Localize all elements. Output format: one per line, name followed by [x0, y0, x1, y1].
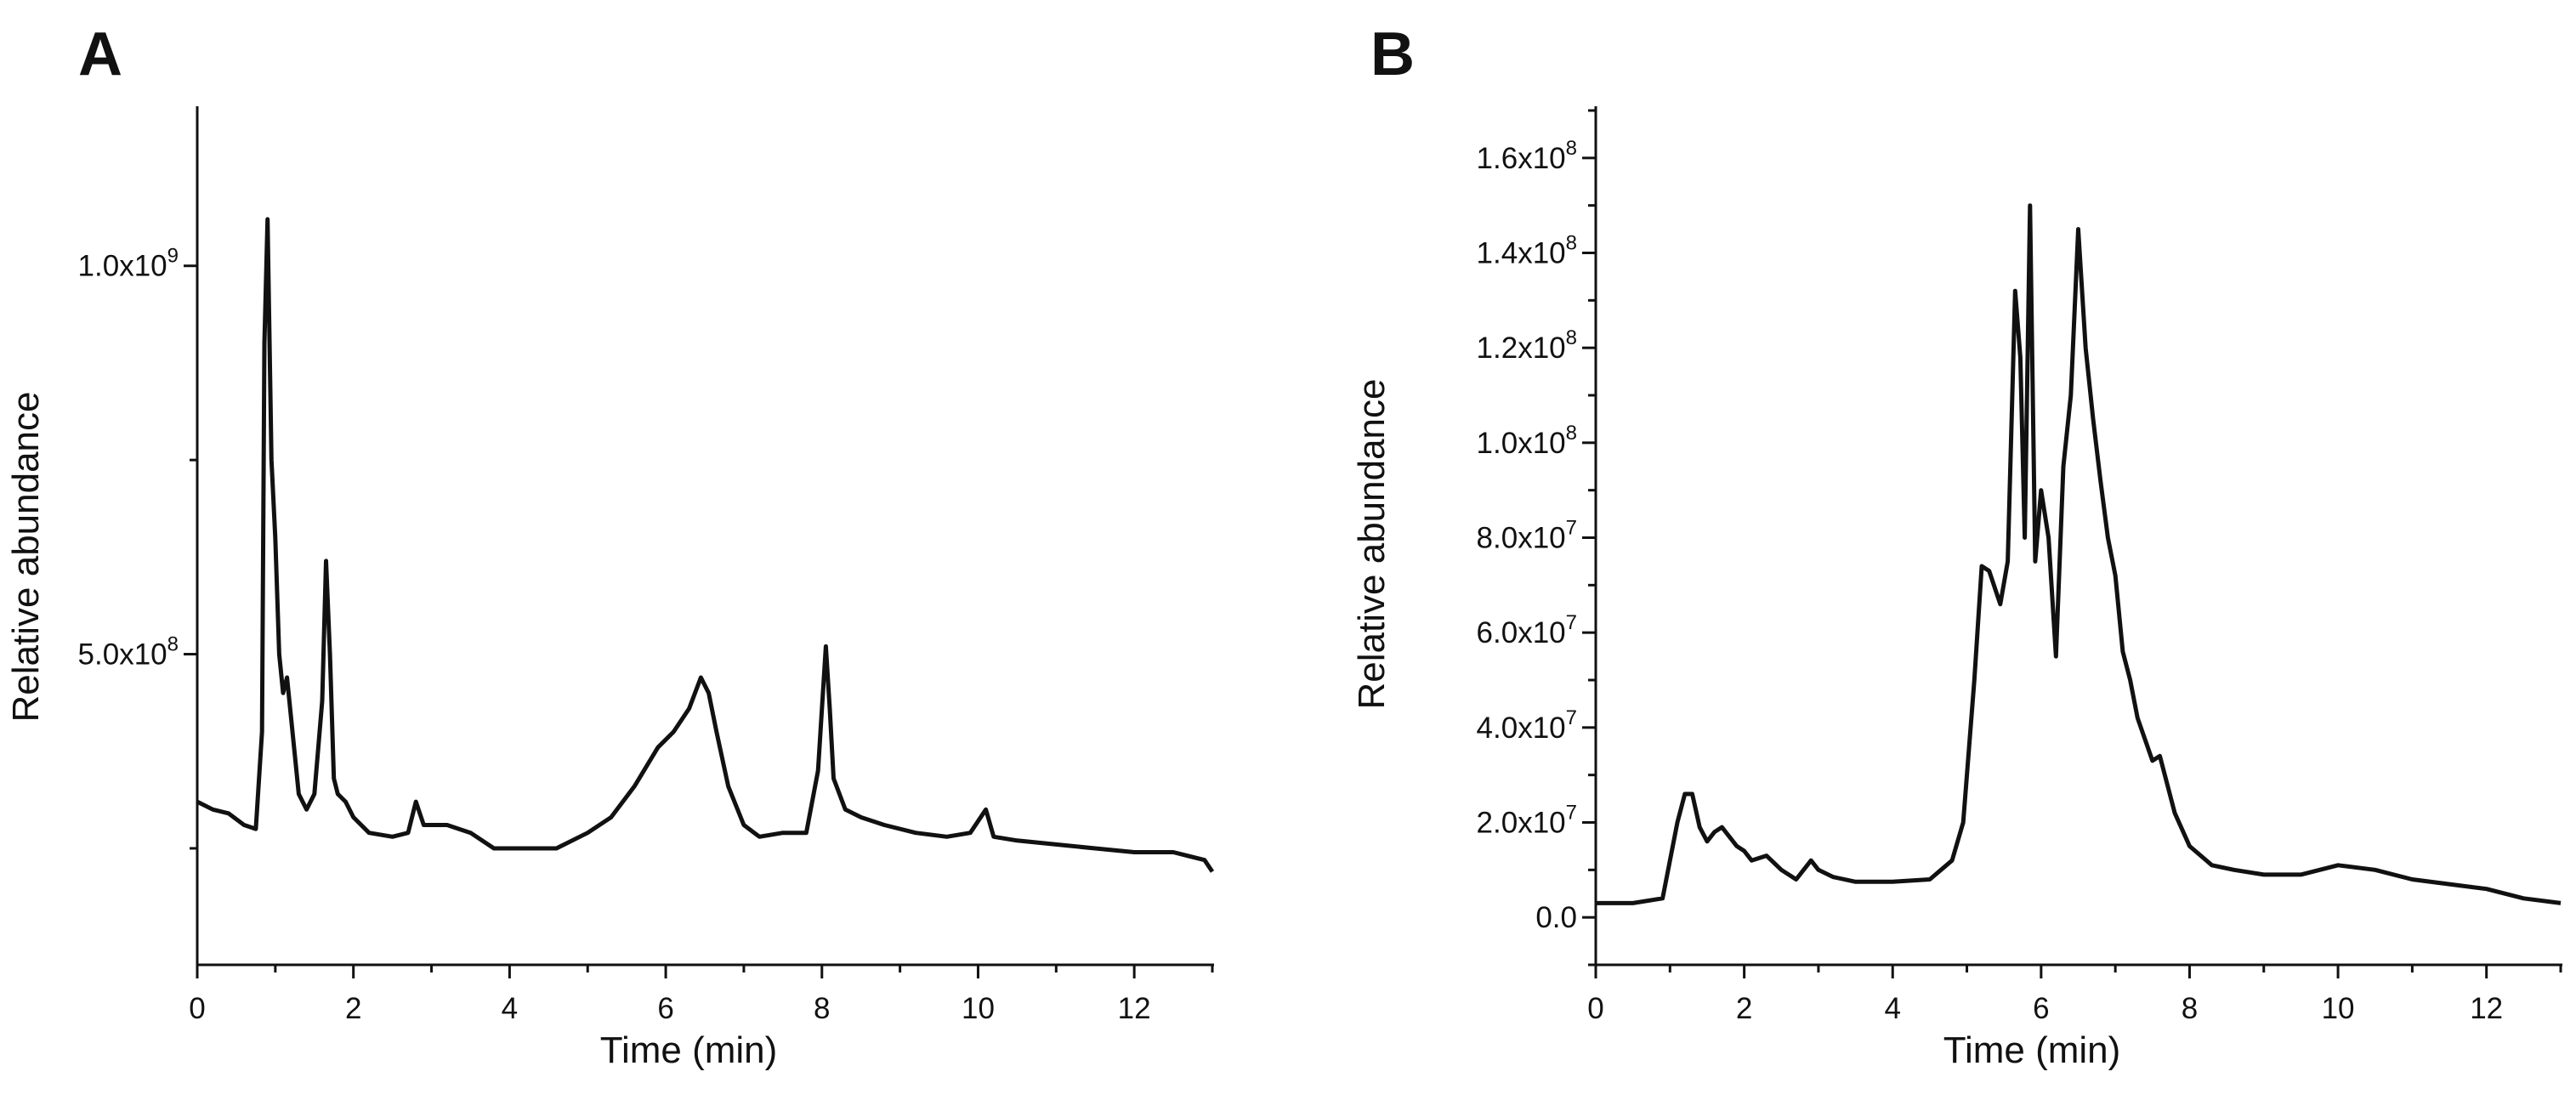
- panel-b-y-tick-label: 1.4x108: [1477, 232, 1577, 270]
- panel-b-label: B: [1370, 20, 1415, 88]
- panel-a-x-axis-title: Time (min): [600, 1029, 778, 1071]
- panel-b-y-tick-exponent: 8: [1566, 232, 1577, 255]
- panel-b-x-tick-label: 2: [1736, 992, 1752, 1025]
- panel-a-label: A: [78, 20, 122, 88]
- panel-b-y-tick-mantissa: 1.6x10: [1477, 142, 1566, 175]
- panel-a-x-tick-label: 8: [814, 992, 830, 1025]
- panel-b-y-tick-exponent: 7: [1566, 802, 1577, 825]
- panel-a-x-tick-label: 12: [1118, 992, 1151, 1025]
- panel-a-x-tick-label: 2: [345, 992, 361, 1025]
- panel-b-x-tick-label: 4: [1884, 992, 1900, 1025]
- panel-b-x-tick-label: 0: [1587, 992, 1603, 1025]
- panel-a-x-tick-label: 10: [962, 992, 995, 1025]
- panel-a-y-tick-mantissa: 5.0x10: [78, 638, 167, 672]
- panel-b-y-tick-mantissa: 8.0x10: [1477, 522, 1566, 555]
- panel-b-y-tick-label: 1.0x108: [1477, 422, 1577, 460]
- panel-b-y-tick-exponent: 7: [1566, 517, 1577, 540]
- panel-b-y-tick-label: 1.2x108: [1477, 326, 1577, 365]
- panel-b-y-axis-title: Relative abundance: [1351, 379, 1393, 710]
- panel-b-x-tick-label: 12: [2470, 992, 2503, 1025]
- panel-b-y-tick-exponent: 7: [1566, 611, 1577, 634]
- panel-b-y-tick-exponent: 8: [1566, 137, 1577, 160]
- panel-b-y-tick-mantissa: 2.0x10: [1477, 807, 1566, 840]
- panel-a-y-tick-label: 5.0x108: [78, 633, 179, 672]
- panel-b-y-tick-label: 2.0x107: [1477, 802, 1577, 840]
- panel-b-x-tick-label: 6: [2033, 992, 2049, 1025]
- panel-a-x-tick-label: 4: [502, 992, 518, 1025]
- panel-a-y-tick-exponent: 8: [167, 633, 179, 656]
- panel-b-y-tick-exponent: 8: [1566, 422, 1577, 445]
- panel-a-y-tick-label: 1.0x109: [78, 245, 179, 283]
- panel-a-y-axis-title: Relative abundance: [5, 392, 47, 723]
- panel-b: B 0 2 4 6 8 10 120.02.0x1074.0x1076.0x1078.0x1…: [1351, 20, 2562, 1071]
- panel-a-x-tick-label: 6: [657, 992, 673, 1025]
- panel-b-y-tick-mantissa: 1.0x10: [1477, 427, 1566, 460]
- panel-b-y-tick-label: 4.0x107: [1477, 706, 1577, 745]
- panel-b-y-tick-mantissa: 6.0x10: [1477, 616, 1566, 649]
- panel-b-y-tick-label: 1.6x108: [1477, 137, 1577, 175]
- panel-b-x-axis-title: Time (min): [1943, 1029, 2121, 1071]
- panel-a-x-tick-label: 0: [189, 992, 205, 1025]
- panel-b-y-tick-mantissa: 4.0x10: [1477, 712, 1566, 745]
- panel-b-y-tick-mantissa: 1.2x10: [1477, 332, 1566, 365]
- panel-b-y-tick-mantissa: 0.0: [1535, 901, 1577, 934]
- panel-b-x-tick-label: 8: [2182, 992, 2198, 1025]
- panel-a-y-tick-mantissa: 1.0x10: [78, 250, 167, 283]
- panel-b-series-line: [1596, 203, 2562, 905]
- panel-a-y-tick-exponent: 9: [167, 245, 179, 268]
- panel-b-marks: 0 2 4 6 8 10 120.02.0x1074.0x1076.0x1078.0x107…: [1477, 106, 2562, 1025]
- panel-b-x-tick-label: 10: [2322, 992, 2355, 1025]
- panel-b-y-tick-label: 6.0x107: [1477, 611, 1577, 649]
- panel-b-y-tick-mantissa: 1.4x10: [1477, 237, 1566, 270]
- panel-b-y-tick-label: 0.0: [1535, 901, 1577, 934]
- panel-a-series-line: [196, 217, 1215, 873]
- panel-b-y-tick-exponent: 8: [1566, 326, 1577, 349]
- panel-b-y-tick-exponent: 7: [1566, 706, 1577, 729]
- panel-b-y-tick-label: 8.0x107: [1477, 517, 1577, 555]
